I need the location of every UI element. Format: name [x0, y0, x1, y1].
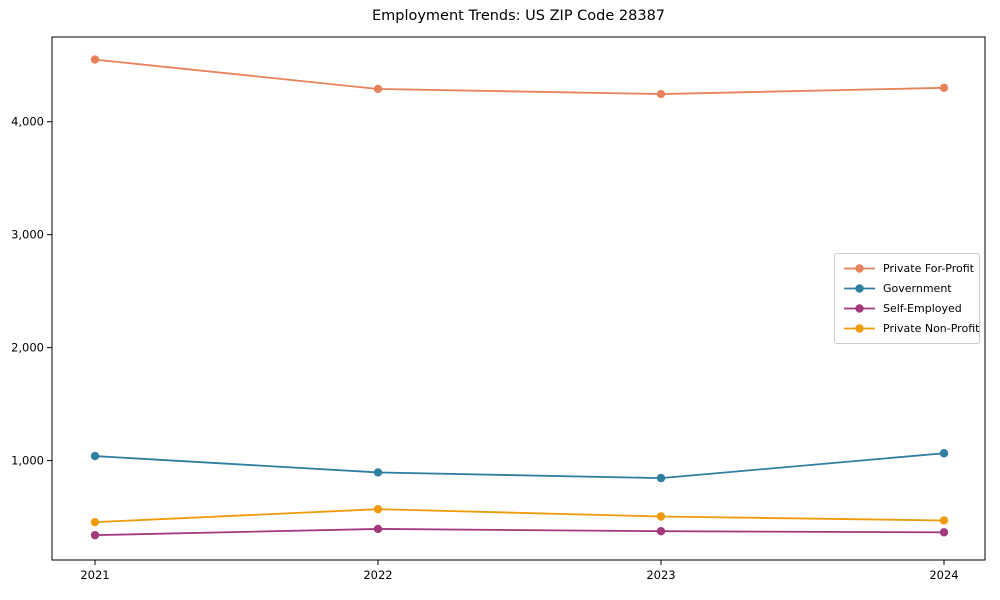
legend-label: Self-Employed: [883, 302, 962, 316]
data-point-government-2022: [373, 468, 383, 477]
chart-title: Employment Trends: US ZIP Code 28387: [371, 8, 666, 24]
data-point-government-2021: [90, 451, 100, 461]
line-marker-icon: [843, 283, 876, 294]
series-line-private-for-profit: [94, 58, 945, 95]
legend-label: Private For-Profit: [883, 261, 974, 275]
legend-label: Government: [883, 281, 952, 295]
series-line-self-employed: [94, 528, 945, 537]
data-point-self-employed-2023: [656, 526, 666, 536]
data-point-self-employed-2022: [373, 524, 383, 534]
legend-label: Private Non-Profit: [883, 322, 980, 336]
data-point-private-for-profit-2024: [939, 83, 949, 93]
series-line-government: [94, 452, 945, 480]
line-marker-icon: [843, 303, 876, 314]
y-axis-tick-label: 2,000: [11, 341, 44, 355]
x-axis-tick-label: 2024: [929, 568, 958, 582]
data-point-self-employed-2021: [90, 530, 100, 540]
data-point-government-2023: [656, 473, 666, 483]
data-point-private-non-profit-2021: [90, 517, 100, 527]
x-axis-tick-label: 2022: [363, 568, 392, 582]
data-point-self-employed-2024: [939, 528, 949, 537]
legend-entry-self-employed: Self-Employed: [843, 299, 975, 319]
legend-entry-private-for-profit: Private For-Profit: [843, 258, 975, 278]
data-point-private-for-profit-2022: [373, 84, 383, 94]
y-axis-tick-label: 4,000: [11, 115, 44, 129]
legend-entry-private-non-profit: Private Non-Profit: [843, 319, 979, 339]
data-point-private-for-profit-2021: [90, 55, 100, 64]
data-point-private-for-profit-2023: [656, 89, 666, 99]
legend: Private For-Profit Government Self-Emplo…: [834, 253, 980, 344]
data-point-government-2024: [939, 449, 949, 458]
x-axis-tick-label: 2021: [80, 568, 109, 582]
series-line-private-non-profit: [94, 508, 945, 524]
data-point-private-non-profit-2024: [939, 516, 949, 525]
data-point-private-non-profit-2023: [656, 512, 666, 521]
y-axis-tick-label: 3,000: [11, 228, 44, 242]
y-axis-tick-label: 1,000: [11, 454, 44, 468]
line-marker-icon: [843, 323, 876, 334]
x-axis-tick-label: 2023: [646, 568, 675, 582]
data-point-private-non-profit-2022: [373, 504, 383, 514]
legend-entry-government: Government: [843, 278, 975, 298]
line-marker-icon: [843, 263, 876, 274]
axes-spines: [51, 36, 986, 561]
